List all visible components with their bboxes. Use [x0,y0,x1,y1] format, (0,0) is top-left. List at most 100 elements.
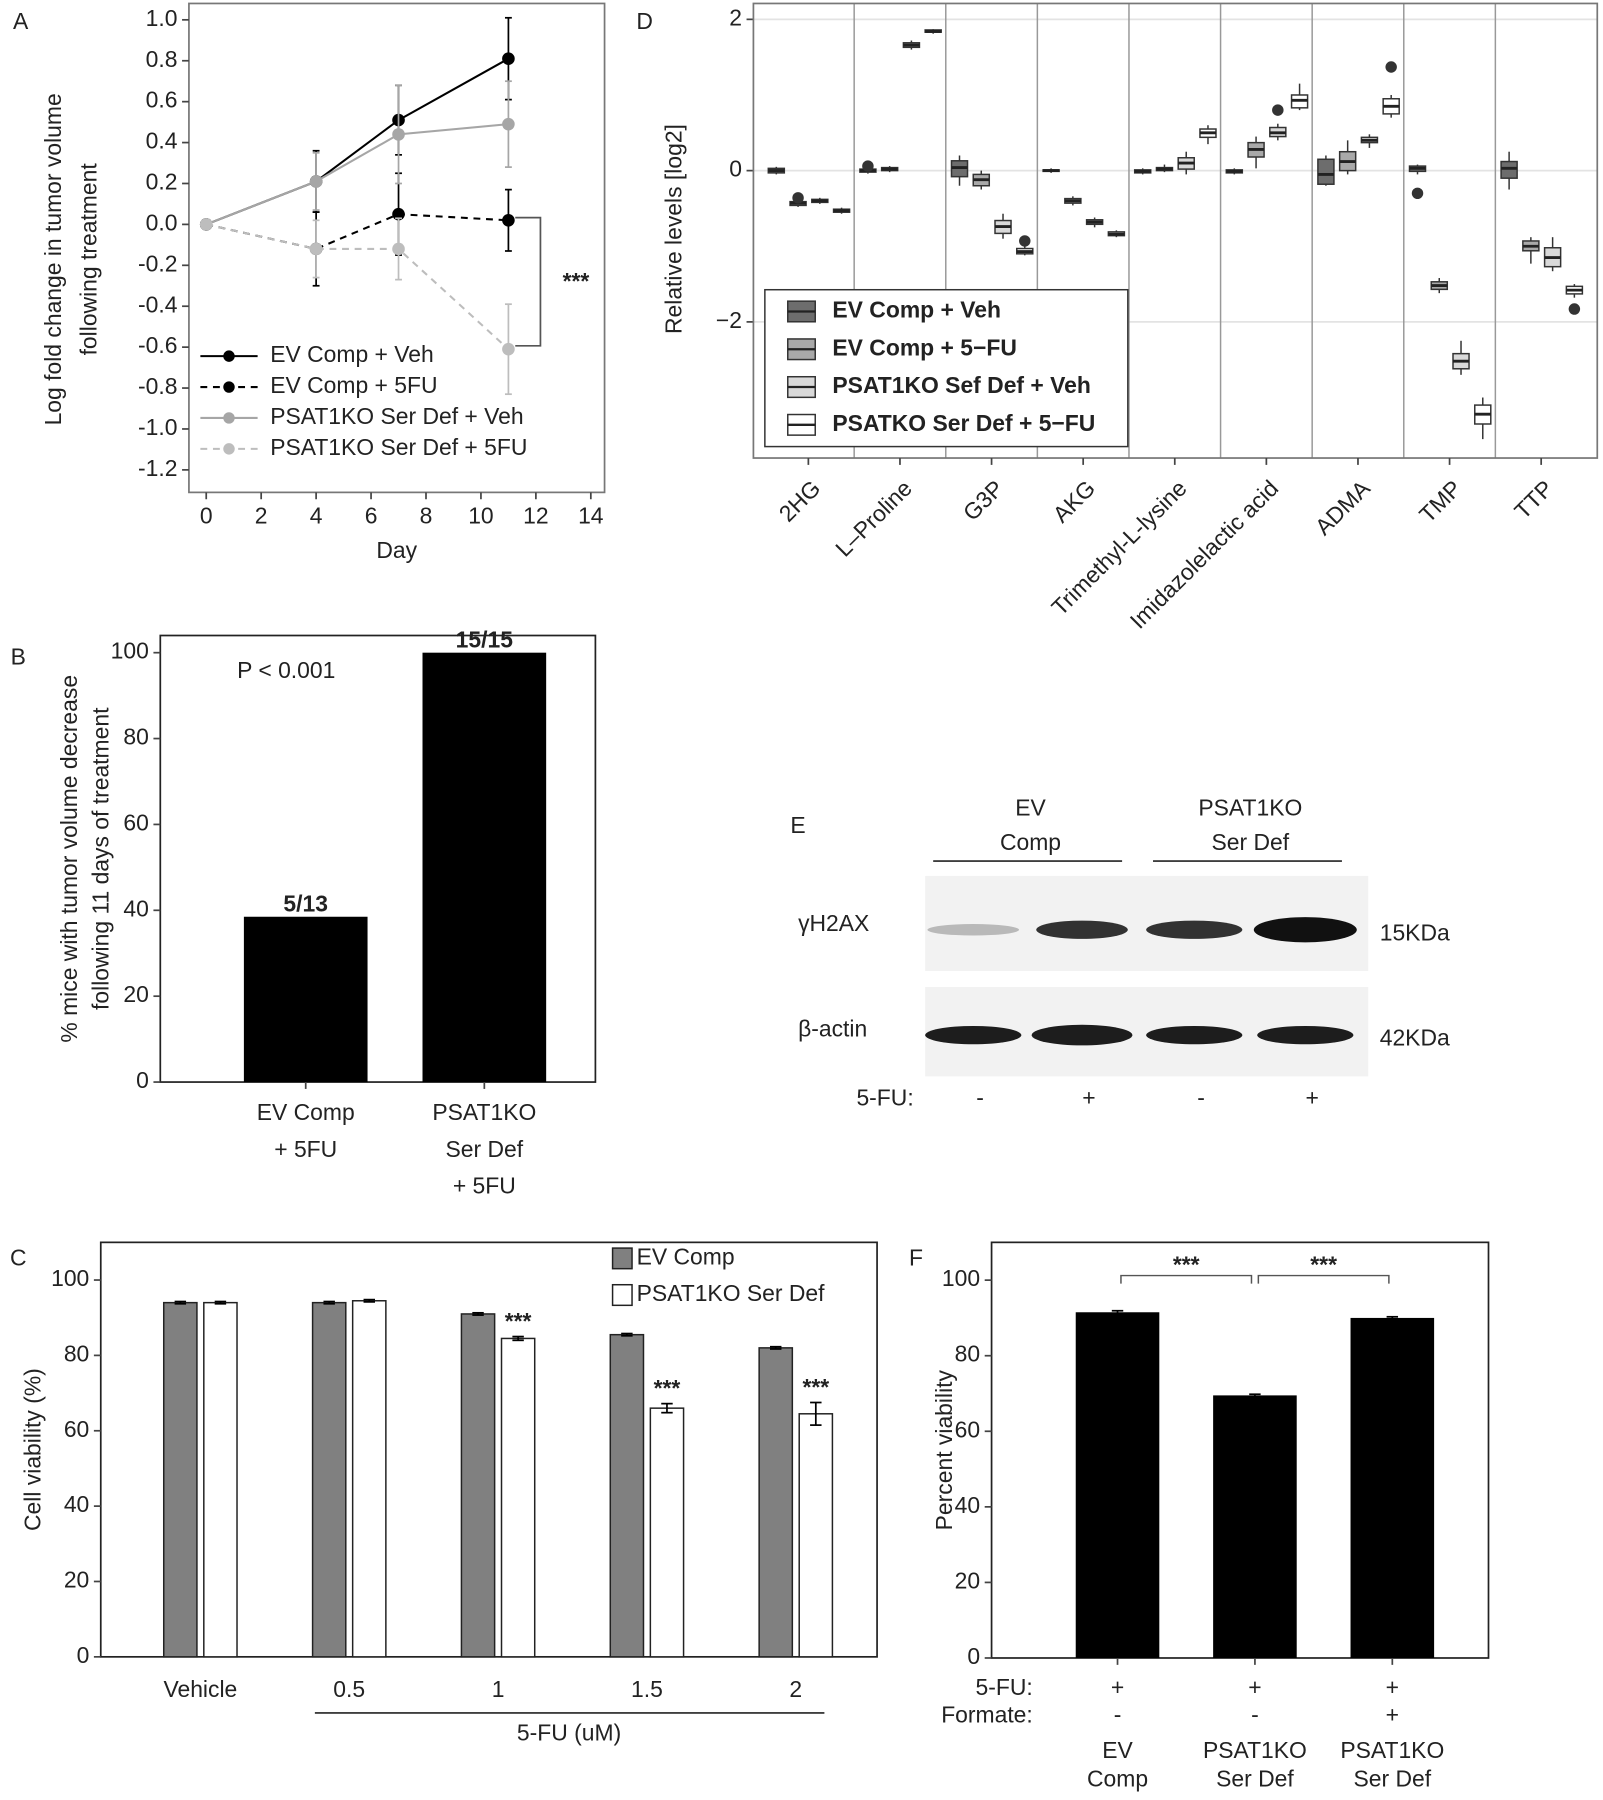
blot-band [925,1025,1022,1045]
lane-group-label: PSAT1KO [1198,795,1302,821]
x-tick-label: L–Proline [830,475,917,562]
point [392,242,405,256]
bar [243,916,368,1083]
outlier [862,160,874,172]
y-tick-label: 0 [729,156,742,182]
annotation: P < 0.001 [237,657,335,683]
treatment-value: + [1386,1674,1399,1700]
treatment-value: - [1197,1084,1205,1110]
y-tick-label: 80 [64,1340,89,1366]
panel-letter: E [790,812,805,838]
y-tick-label: 100 [51,1265,89,1291]
bar [500,1337,536,1658]
panel-letter: F [909,1245,923,1271]
legend-label: PSAT1KO Ser Def [637,1280,825,1306]
y-tick-label: 0.6 [146,87,178,113]
y-tick-label: 1.0 [146,5,178,31]
bar [758,1347,794,1658]
y-tick-label: -0.2 [138,250,177,276]
bar [609,1333,645,1658]
point [199,218,213,231]
y-tick-label: 0 [77,1642,90,1668]
x-tick-label: 2HG [774,475,826,527]
y-axis-label: % mice with tumor volume decrease [56,675,82,1043]
bar [1075,1312,1160,1658]
y-tick-label: 0 [136,1067,149,1093]
outlier [1385,61,1397,73]
point [502,342,515,356]
y-tick-label: 20 [955,1567,980,1593]
treatment-value: + [1082,1084,1095,1110]
x-tick-label: EV [1102,1737,1133,1763]
x-tick-label: ADMA [1310,474,1376,540]
size-label: 15KDa [1380,919,1450,945]
treatment-value: - [976,1084,984,1110]
outlier [1019,235,1031,247]
x-tick-label: + 5FU [274,1136,337,1162]
legend-marker [223,412,235,424]
lane-group-label: EV [1015,795,1046,821]
y-tick-label: 40 [64,1491,89,1517]
point [502,52,515,65]
blot-band [1257,1025,1354,1045]
y-tick-label: 0.8 [146,46,178,72]
significance-label: *** [802,1374,829,1400]
legend-label: PSAT1KO Sef Def + Veh [832,372,1090,398]
y-tick-label: 100 [111,638,149,664]
blot-band [927,924,1020,936]
y-tick-label: 0.4 [146,128,178,154]
significance-label: *** [1173,1251,1200,1277]
legend-label: EV Comp [637,1243,735,1269]
x-tick-label: 10 [468,503,493,529]
bar [422,652,547,1083]
series-line [206,223,510,350]
significance-label: *** [505,1308,532,1334]
significance-bracket [1120,1274,1253,1284]
bar [311,1301,347,1658]
series-line [206,213,509,251]
x-tick-label: TTP [1509,475,1558,524]
point [502,214,515,227]
y-axis-label: Cell viability (%) [19,1368,45,1531]
x-tick-label: 4 [310,503,323,529]
y-tick-label: 80 [123,724,148,750]
bar [649,1407,685,1658]
significance-label: *** [654,1375,681,1401]
x-tick-label: 0.5 [333,1676,365,1702]
outlier [1411,187,1424,200]
legend-swatch [611,1247,633,1270]
panel-letter: B [11,643,26,669]
panel-letter: D [636,8,653,34]
x-tick-label: PSAT1KO [432,1099,536,1125]
x-tick-label: Vehicle [163,1676,237,1702]
box [1500,160,1518,179]
blot-band [1253,917,1357,943]
x-axis-label: 5-FU (uM) [517,1720,621,1746]
x-tick-label: EV Comp [257,1099,355,1125]
legend-label: PSAT1KO Ser Def + Veh [270,403,523,429]
y-tick-label: 20 [64,1567,89,1593]
treatment-value: + [1386,1701,1399,1727]
x-tick-label: Ser Def [1216,1766,1294,1792]
series-line [205,123,509,226]
outlier [1272,104,1284,116]
significance-bracket [1257,1274,1390,1284]
bar [203,1301,238,1658]
x-tick-label: G3P [958,475,1009,526]
outlier [1568,303,1581,315]
treatment-value: - [1114,1701,1122,1727]
y-tick-label: 0 [967,1643,980,1669]
bar [798,1413,834,1658]
y-tick-label: 0.0 [146,209,178,235]
legend-box [764,288,1129,448]
value-label: 5/13 [283,890,328,916]
outlier [792,192,804,204]
treatment-value: + [1111,1674,1124,1700]
y-tick-label: 100 [942,1265,980,1291]
y-tick-label: 80 [955,1341,980,1367]
legend-marker [223,350,235,362]
blot-band [1031,1024,1133,1046]
legend-label: EV Comp + Veh [832,297,1001,323]
x-tick-label: 2 [255,503,268,529]
